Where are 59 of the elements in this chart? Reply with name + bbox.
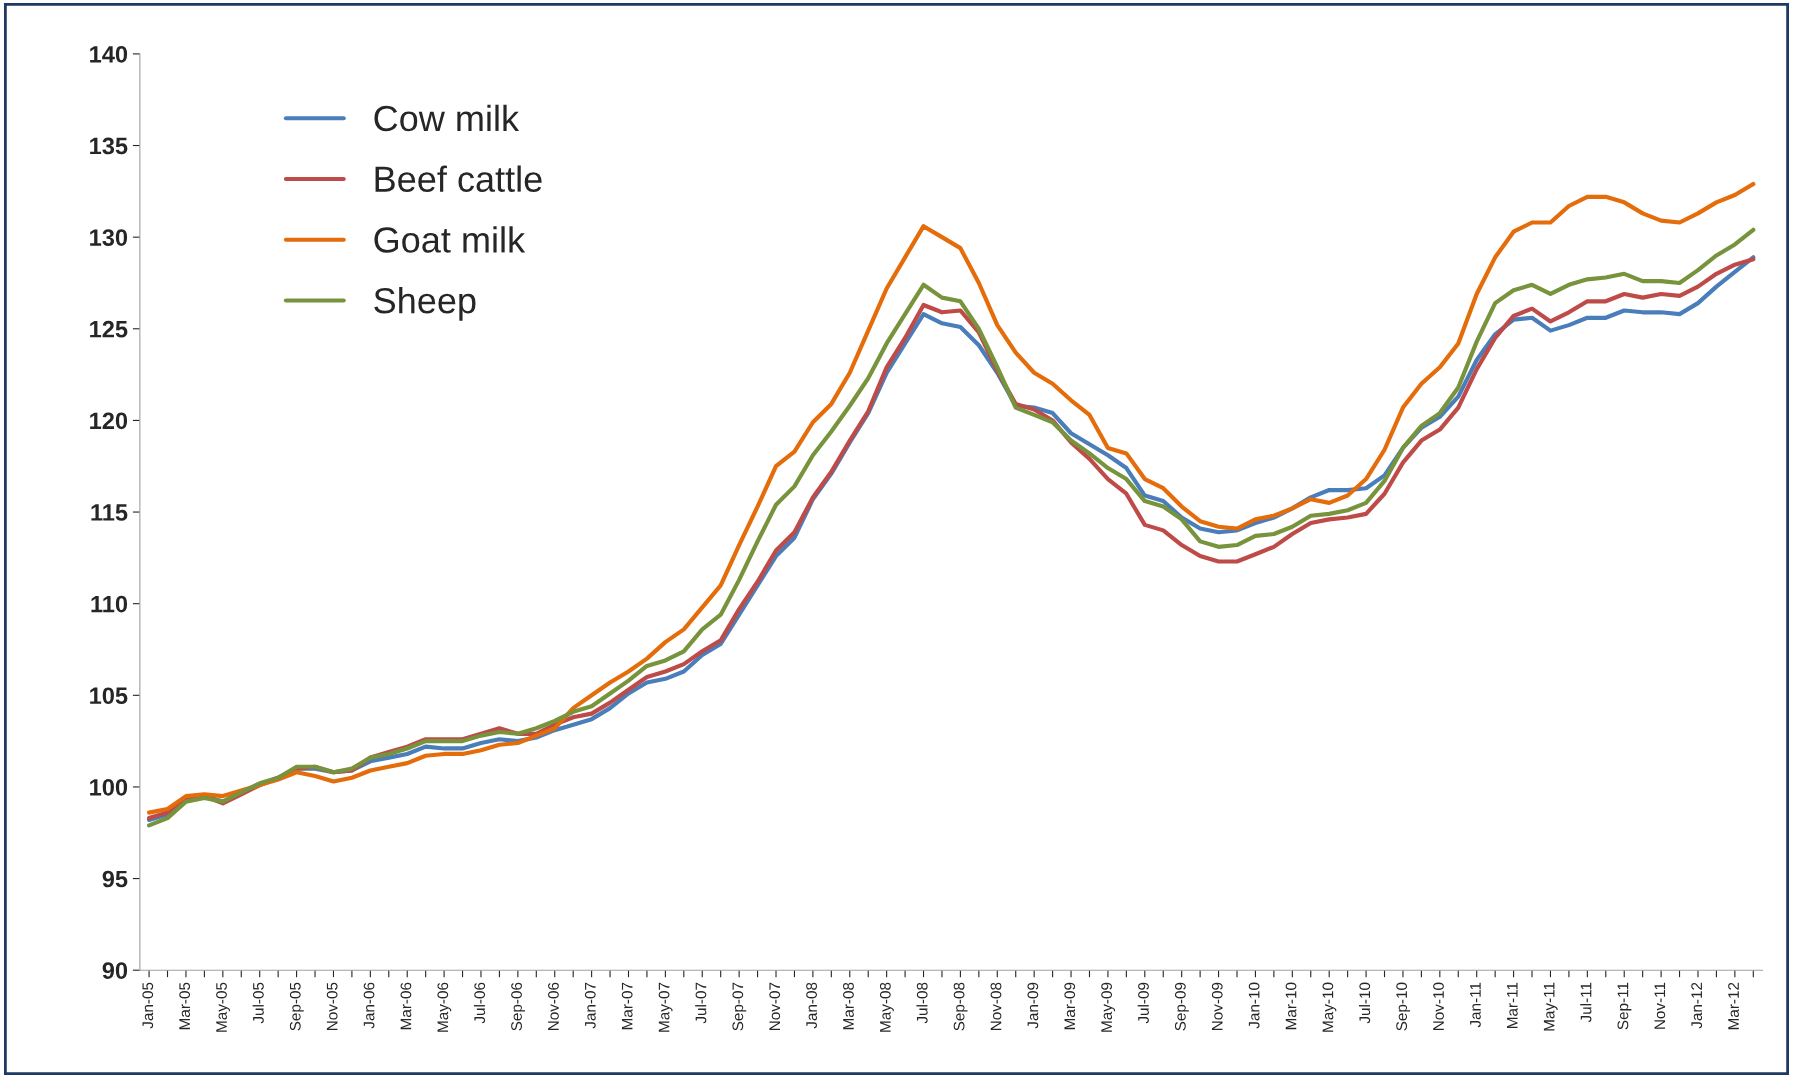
x-tick-label: Nov-06 [548,982,559,1030]
x-tick-label: Sep-08 [953,982,968,1031]
x-tick-label: Jul-07 [695,982,707,1024]
x-tick-label: Jul-09 [1137,982,1149,1024]
x-tick-label: Mar-06 [400,982,412,1030]
x-tick-label: Jul-06 [473,982,486,1024]
y-tick-label: 140 [90,45,128,63]
x-tick-label: Mar-05 [179,982,191,1030]
x-tick-label: Mar-08 [843,982,854,1030]
legend-label: Sheep [374,286,476,321]
x-tick-label: Sep-11 [1617,982,1632,1030]
x-tick-label: Sep-07 [732,982,747,1031]
x-tick-label: May-08 [879,982,894,1032]
x-tick-label: Jul-11 [1580,982,1592,1023]
x-tick-label: Nov-05 [326,982,338,1030]
x-tick-label: May-11 [1543,982,1558,1031]
x-tick-label: Jan-11 [1470,982,1481,1028]
legend-label: Beef cattle [375,165,542,192]
x-tick-label: May-07 [658,982,673,1032]
x-tick-label: Mar-12 [1728,982,1739,1030]
y-tick-label: 95 [102,870,128,888]
x-tick-label: May-09 [1101,982,1116,1032]
x-tick-label: Nov-11 [1654,982,1666,1029]
x-tick-label: Sep-06 [511,982,525,1031]
x-tick-label: Jan-08 [806,982,817,1029]
y-tick-label: 120 [90,412,128,430]
x-tick-label: Sep-09 [1174,982,1189,1031]
y-tick-label: 115 [91,504,128,521]
y-tick-label: 125 [90,320,128,338]
y-tick-label: 135 [90,137,128,155]
y-tick-label: 130 [90,229,128,246]
x-tick-label: Nov-07 [769,982,781,1030]
x-tick-label: May-06 [437,982,452,1032]
x-tick-label: Jul-05 [252,982,264,1024]
x-tick-label: Mar-07 [621,982,633,1030]
y-tick-label: 90 [102,962,128,979]
x-tick-label: Sep-10 [1396,982,1411,1031]
x-tick-label: Jan-05 [142,982,154,1029]
x-tick-label: Jan-12 [1691,982,1703,1029]
x-tick-label: Jan-06 [363,982,375,1029]
x-tick-label: May-05 [216,982,230,1032]
y-tick-label: 105 [90,687,128,705]
x-tick-label: Mar-11 [1507,982,1518,1029]
x-tick-label: Mar-10 [1285,982,1297,1030]
legend-label: Goat milk [374,226,526,253]
y-tick-label: 100 [90,779,128,796]
x-tick-label: Jul-10 [1358,982,1371,1024]
x-tick-label: Nov-09 [1211,982,1223,1030]
x-tick-label: Nov-08 [990,982,1002,1030]
legend-label: Cow milk [374,104,520,132]
x-tick-label: Nov-10 [1433,982,1444,1030]
x-tick-label: Jan-07 [584,982,596,1029]
x-tick-label: Mar-09 [1064,982,1076,1030]
x-tick-label: Jan-09 [1027,982,1039,1029]
x-tick-label: May-10 [1322,982,1337,1032]
y-tick-label: 110 [91,595,128,613]
x-tick-label: Jul-08 [916,982,928,1024]
x-tick-label: Jan-10 [1248,982,1260,1029]
x-tick-label: Sep-05 [289,982,304,1031]
